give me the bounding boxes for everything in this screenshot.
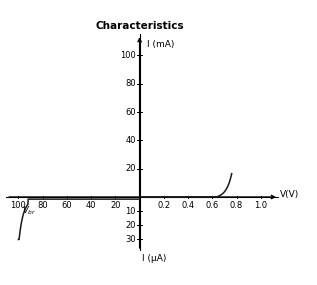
Text: 10: 10 [126, 207, 136, 216]
Text: 0.4: 0.4 [182, 201, 195, 209]
Text: $V_{br}$: $V_{br}$ [22, 204, 36, 217]
Text: V(V): V(V) [280, 190, 300, 200]
Text: 0.6: 0.6 [206, 201, 219, 209]
Text: 30: 30 [125, 235, 136, 244]
Text: I (μA): I (μA) [142, 254, 166, 263]
Text: 80: 80 [37, 201, 48, 209]
Text: 100: 100 [120, 51, 136, 60]
Text: 20: 20 [126, 164, 136, 173]
Text: 40: 40 [126, 136, 136, 145]
Text: I (mA): I (mA) [147, 40, 174, 49]
Text: 1.0: 1.0 [254, 201, 267, 209]
Text: 20: 20 [110, 201, 121, 209]
Text: 0.8: 0.8 [230, 201, 243, 209]
Text: Characteristics: Characteristics [95, 21, 184, 31]
Text: 40: 40 [86, 201, 96, 209]
Text: 80: 80 [125, 79, 136, 88]
Text: 60: 60 [61, 201, 72, 209]
Text: 60: 60 [125, 107, 136, 117]
Text: 0.2: 0.2 [157, 201, 171, 209]
Text: 100: 100 [10, 201, 26, 209]
Text: 20: 20 [126, 221, 136, 230]
